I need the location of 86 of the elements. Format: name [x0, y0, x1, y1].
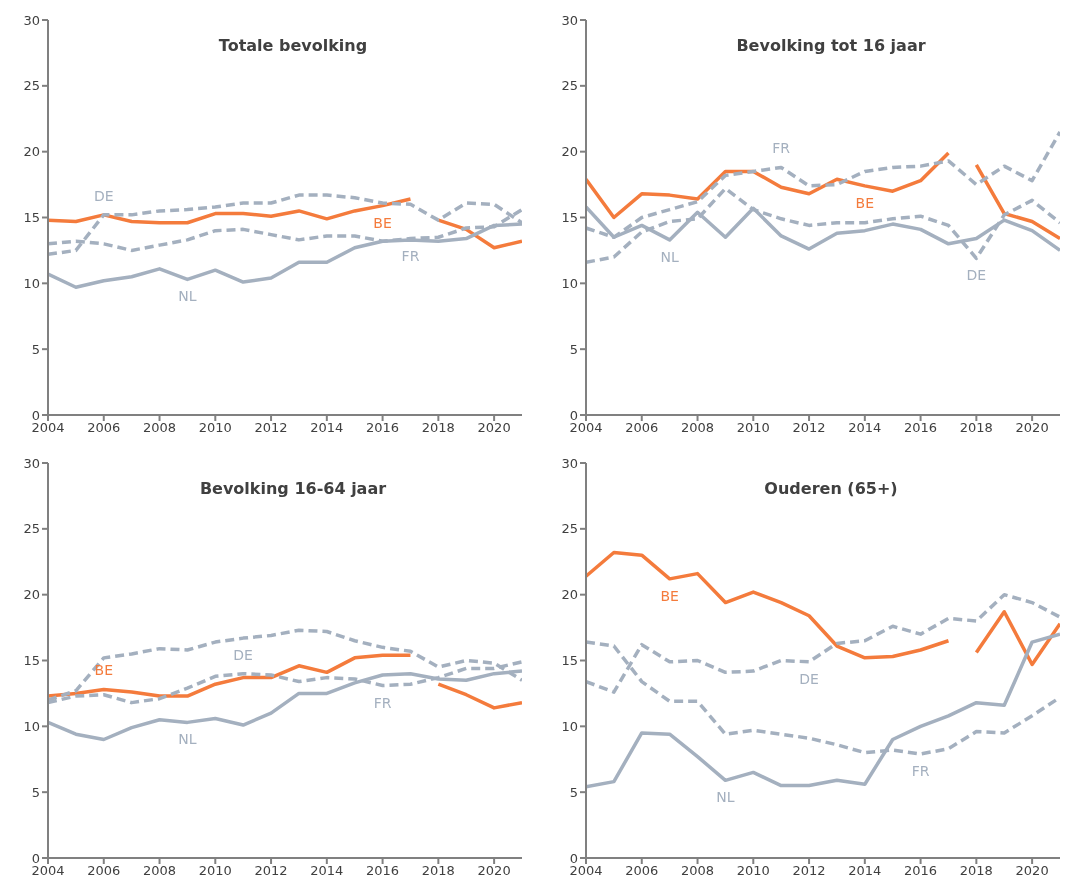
y-tick-label: 20: [23, 144, 40, 160]
y-tick-label: 20: [23, 587, 40, 603]
x-tick-label: 2016: [904, 863, 938, 878]
series-label: NL: [178, 731, 197, 748]
x-tick-label: 2014: [310, 420, 344, 436]
x-tick-label: 2004: [31, 420, 65, 436]
x-tick-label: 2020: [477, 863, 511, 878]
series-label: FR: [401, 247, 420, 264]
x-tick-label: 2006: [87, 420, 121, 436]
series-label: NL: [178, 288, 197, 305]
text: Bevolking tot 16 jaar: [735, 36, 927, 55]
series-label: DE: [93, 187, 114, 204]
series-label: BE: [660, 587, 679, 604]
series-label: NL: [660, 248, 679, 265]
x-tick-label: 2014: [310, 863, 344, 878]
y-tick-label: 15: [561, 653, 578, 669]
x-tick-label: 2008: [680, 420, 715, 436]
text: Bevolking 16-64 jaar: [198, 479, 388, 498]
line-series: [586, 632, 1060, 789]
x-tick-label: 2010: [736, 863, 770, 878]
x-tick-label: 2020: [1015, 863, 1049, 878]
x-tick-label: 2010: [198, 863, 232, 878]
series-label: DE: [799, 670, 819, 687]
y-tick-label: 30: [23, 455, 40, 471]
y-tick-label: 10: [23, 275, 40, 291]
x-tick-label: 2012: [254, 420, 288, 436]
series-label: BE: [855, 194, 875, 211]
y-tick-label: 25: [23, 521, 40, 537]
x-tick-label: 2016: [366, 420, 400, 436]
y-tick-label: 15: [23, 210, 40, 226]
x-tick-label: 2008: [142, 420, 177, 436]
y-tick-label: 20: [561, 144, 578, 160]
x-tick-label: 2004: [31, 863, 65, 878]
x-tick-label: 2016: [366, 863, 400, 878]
x-tick-label: 2006: [625, 863, 659, 878]
series-label: BE: [94, 662, 113, 679]
x-tick-label: 2008: [680, 863, 715, 878]
x-tick-label: 2018: [421, 420, 455, 436]
y-tick-label: 5: [31, 341, 40, 357]
y-tick-label: 20: [561, 587, 578, 603]
y-tick-label: 10: [561, 275, 578, 291]
y-tick-label: 30: [561, 455, 578, 471]
y-tick-label: 5: [569, 784, 578, 800]
y-tick-label: 0: [569, 407, 578, 423]
x-tick-label: 2018: [959, 420, 993, 436]
series-label: FR: [911, 762, 930, 779]
x-tick-label: 2018: [421, 863, 455, 878]
x-tick-label: 2012: [792, 863, 826, 878]
series-label: DE: [966, 267, 987, 284]
series-label: NL: [716, 789, 735, 806]
y-tick-label: 0: [569, 850, 578, 866]
text: Ouderen (65+): [763, 479, 899, 498]
x-tick-label: 2010: [198, 420, 232, 436]
y-tick-label: 25: [561, 521, 578, 537]
line-series: [586, 186, 1060, 265]
x-tick-label: 2012: [254, 863, 288, 878]
y-tick-label: 10: [23, 718, 40, 734]
y-tick-label: 25: [561, 78, 578, 94]
series-label: BE: [373, 214, 392, 231]
y-tick-label: 0: [31, 407, 40, 423]
y-tick-label: 5: [569, 341, 578, 357]
y-tick-label: 15: [23, 653, 40, 669]
x-tick-label: 2004: [569, 420, 603, 436]
series-label: DE: [233, 647, 253, 664]
x-tick-label: 2020: [1015, 420, 1049, 436]
x-tick-label: 2006: [87, 863, 121, 878]
x-tick-label: 2004: [569, 863, 603, 878]
x-tick-label: 2018: [959, 863, 993, 878]
text: Totale bevolking: [217, 36, 369, 55]
x-tick-label: 2008: [142, 863, 177, 878]
y-tick-label: 10: [561, 718, 578, 734]
series-label: FR: [772, 140, 791, 157]
y-tick-label: 15: [561, 210, 578, 226]
x-tick-label: 2016: [904, 420, 938, 436]
x-tick-label: 2014: [848, 420, 882, 436]
x-tick-label: 2006: [625, 420, 659, 436]
y-tick-label: 25: [23, 78, 40, 94]
x-tick-label: 2020: [477, 420, 511, 436]
series-label: FR: [373, 694, 392, 711]
x-tick-label: 2014: [848, 863, 882, 878]
x-tick-label: 2010: [736, 420, 770, 436]
x-tick-label: 2012: [792, 420, 826, 436]
y-tick-label: 0: [31, 850, 40, 866]
y-tick-label: 5: [31, 784, 40, 800]
y-tick-label: 30: [23, 12, 40, 28]
y-tick-label: 30: [561, 12, 578, 28]
